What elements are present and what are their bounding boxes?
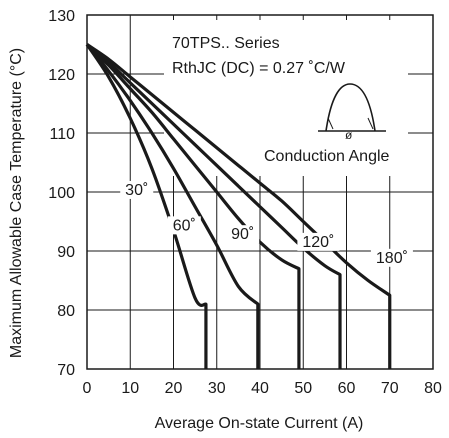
diagram-hatch-left [327,117,334,130]
x-tick-label: 60 [338,380,356,397]
curve-1 [85,43,208,369]
x-tick-label: 30 [208,380,226,397]
y-axis-title: Maximum Allowable Case Temperature (°C) [8,48,25,358]
x-tick-label: 10 [121,380,139,397]
y-tick-label: 110 [49,126,75,143]
curve-label: 180˚ [376,250,408,267]
curve-label-background [167,216,201,235]
diagram-hatch-right [367,117,374,130]
curve-label-background [120,180,154,199]
x-tick-label: 80 [424,380,442,397]
diagram-half-sine [325,83,376,132]
curve-label-background [297,232,340,251]
x-tick-label: 70 [381,380,399,397]
x-tick-label: 50 [294,380,312,397]
curve-labels: 30˚ 60˚ 90˚ 120˚ 180˚ [120,180,413,267]
phi-symbol: ø [345,128,353,142]
conduction-angle-diagram: ø [318,83,386,142]
conduction-angle-label: Conduction Angle [264,148,390,165]
x-tick-label: 40 [251,380,269,397]
curve-3 [85,43,301,369]
y-tick-label: 100 [48,185,75,202]
y-tick-label: 120 [48,67,75,84]
y-tick-label: 90 [57,244,75,261]
y-tick-labels: 70 80 90 100 110 120 130 [48,8,75,379]
x-tick-labels: 0 10 20 30 40 50 60 70 80 [83,380,442,397]
thermal-resistance-note: RthJC (DC) = 0.27 ˚C/W [172,60,346,77]
x-tick-label: 20 [165,380,183,397]
curve-label: 120˚ [302,234,334,251]
y-tick-label: 80 [57,303,75,320]
x-axis-title: Average On-state Current (A) [155,415,364,432]
plot-frame [86,14,434,370]
curve-label: 30˚ [125,182,148,199]
annotation-background [164,20,408,176]
y-tick-label: 70 [57,362,75,379]
curve-label-background [370,248,413,267]
y-tick-label: 130 [48,8,75,25]
curve-label: 90˚ [231,226,254,243]
curve-label: 60˚ [173,217,196,234]
curve-5 [86,43,392,369]
series-title: 70TPS.. Series [172,35,280,52]
curve-2 [85,43,260,369]
curve-label-background [226,225,260,244]
x-tick-label: 0 [83,380,92,397]
